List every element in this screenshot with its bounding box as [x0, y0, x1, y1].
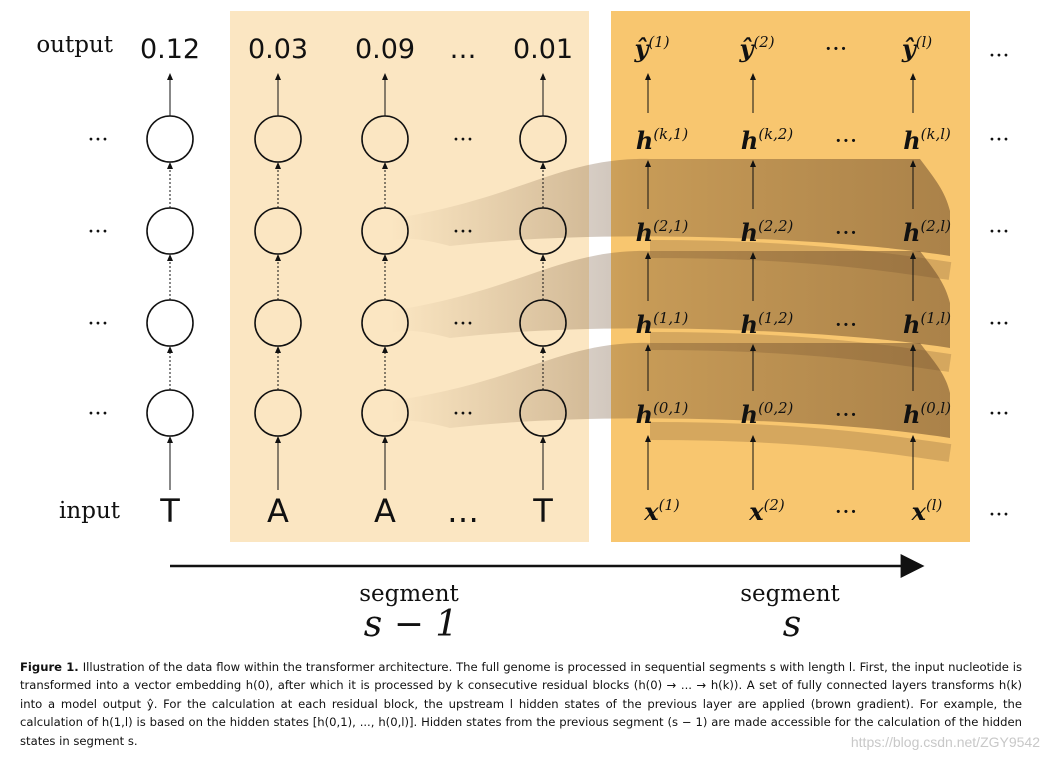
segment-s-hidden-state: ··· — [835, 127, 858, 155]
segment-s-hidden-state: h(0,l) — [903, 399, 951, 429]
figure-caption: Figure 1. Illustration of the data flow w… — [20, 658, 1022, 750]
output-row-label: output — [36, 32, 113, 58]
hidden-state-node — [254, 389, 302, 437]
input-nucleotide: A — [374, 492, 396, 530]
ellipsis: ··· — [453, 220, 474, 245]
transformer-dataflow-figure: output input ··· ··· ··· ··· 0.12 0.03 0.09 … 0… — [36, 11, 1010, 645]
flow-band — [390, 158, 950, 256]
segment-curr-math: s — [783, 604, 801, 645]
row-ellipsis-right: ··· — [989, 220, 1010, 245]
hidden-state-node — [254, 207, 302, 255]
segment-s-hidden-state: h(k,2) — [741, 125, 793, 155]
segment-s-input: x(2) — [748, 496, 785, 526]
hidden-state-node — [254, 299, 302, 347]
hidden-state-node — [361, 207, 409, 255]
segment-curr-word: segment — [740, 581, 840, 607]
segment-s-hidden-state: h(1,l) — [903, 309, 951, 339]
hidden-state-node — [361, 299, 409, 347]
hidden-state-node — [254, 115, 302, 163]
flow-band — [390, 250, 950, 348]
segment-s-hidden-state: h(2,l) — [903, 217, 951, 247]
flow-band — [390, 342, 950, 438]
input-nucleotide: T — [532, 492, 553, 530]
row-ellipsis-right: ··· — [989, 44, 1010, 69]
row-ellipsis-left: ··· — [88, 220, 109, 245]
watermark: https://blog.csdn.net/ZGY9542 — [850, 734, 1040, 750]
segment-s-hidden-state: h(1,1) — [636, 309, 689, 339]
segment-s-output: ŷ(l) — [901, 33, 933, 63]
flow-band-shadow — [649, 422, 952, 462]
segment-s-input: x(l) — [911, 496, 943, 526]
hidden-state-node — [519, 115, 567, 163]
input-nucleotide: … — [447, 492, 479, 530]
hidden-state-node — [361, 115, 409, 163]
row-ellipsis-right: ··· — [989, 503, 1010, 528]
output-value: 0.03 — [248, 34, 308, 65]
input-nucleotide: T — [159, 492, 180, 530]
output-value: … — [450, 34, 477, 65]
hidden-state-node — [519, 389, 567, 437]
segment-prev-math: s − 1 — [364, 604, 458, 645]
segment-s-hidden-state: ··· — [835, 219, 858, 247]
segment-prev-word: segment — [359, 581, 459, 607]
segment-s-input: x(1) — [643, 496, 680, 526]
segment-s-hidden-state: h(k,1) — [636, 125, 688, 155]
segment-s-hidden-state: h(2,1) — [636, 217, 689, 247]
segment-s-hidden-state: h(1,2) — [741, 309, 794, 339]
row-ellipsis-right: ··· — [989, 402, 1010, 427]
segment-s-hidden-state: h(2,2) — [741, 217, 794, 247]
output-value: 0.01 — [513, 34, 573, 65]
hidden-state-node — [519, 299, 567, 347]
segment-s-output: ŷ(2) — [738, 33, 774, 63]
ellipsis: ··· — [453, 402, 474, 427]
ellipsis: ··· — [453, 128, 474, 153]
caption-text: Illustration of the data flow within the… — [20, 660, 1023, 748]
row-ellipsis-right: ··· — [989, 312, 1010, 337]
segment-s-output: ··· — [825, 35, 848, 63]
input-row-label: input — [59, 498, 121, 524]
segment-s-hidden-state: h(k,l) — [903, 125, 951, 155]
segment-s-hidden-state: ··· — [835, 311, 858, 339]
caption-label: Figure 1. — [20, 660, 79, 674]
hidden-state-node — [519, 207, 567, 255]
hidden-state-node — [146, 299, 194, 347]
output-value: 0.09 — [355, 34, 415, 65]
hidden-state-node — [146, 115, 194, 163]
hidden-state-node — [146, 389, 194, 437]
row-ellipsis-left: ··· — [88, 402, 109, 427]
row-ellipsis-right: ··· — [989, 128, 1010, 153]
hidden-state-node — [361, 389, 409, 437]
segment-s-input: ··· — [835, 498, 858, 526]
segment-s-output: ŷ(1) — [633, 33, 669, 63]
flow-bands — [390, 158, 952, 462]
hidden-state-node — [146, 207, 194, 255]
segment-s-hidden-state: h(0,1) — [636, 399, 689, 429]
segment-s-hidden-state: h(0,2) — [741, 399, 794, 429]
row-ellipsis-left: ··· — [88, 312, 109, 337]
row-ellipsis-left: ··· — [88, 128, 109, 153]
ellipsis: ··· — [453, 312, 474, 337]
input-nucleotide: A — [267, 492, 289, 530]
output-value: 0.12 — [140, 34, 200, 65]
segment-s-hidden-state: ··· — [835, 401, 858, 429]
